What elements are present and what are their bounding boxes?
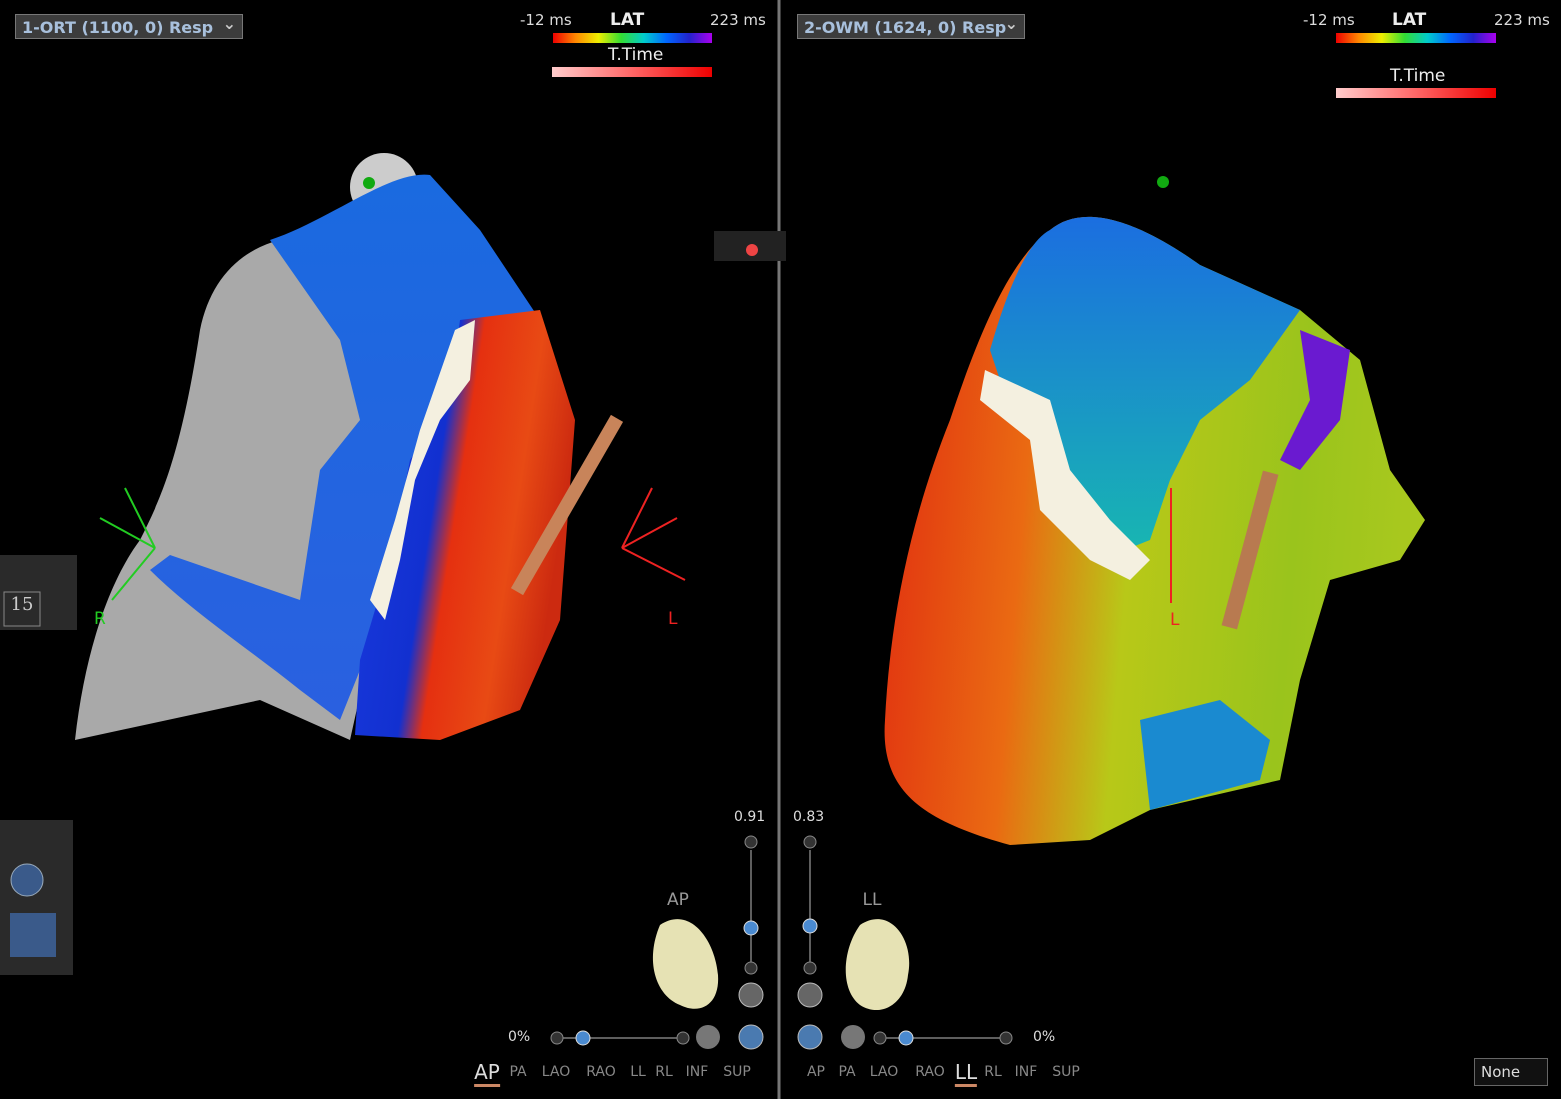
tool-button[interactable]	[10, 913, 56, 957]
lat-max: 223 ms	[710, 11, 766, 29]
counter-box	[3, 591, 41, 627]
view-button[interactable]: LL	[954, 1060, 978, 1087]
zoom-slider[interactable]	[743, 835, 818, 975]
view-label: AP	[667, 890, 689, 910]
view-button[interactable]: RL	[655, 1064, 673, 1080]
zoom-value: 0.91	[734, 809, 766, 825]
left-map	[75, 153, 686, 740]
ttime-label: T.Time	[608, 45, 664, 65]
orientation-label: R	[94, 609, 106, 629]
view-button[interactable]: INF	[685, 1064, 709, 1080]
view-button[interactable]: RL	[984, 1064, 1002, 1080]
map-icon	[746, 244, 758, 256]
view-button[interactable]: LAO	[541, 1064, 571, 1080]
view-button[interactable]: SUP	[723, 1064, 751, 1080]
view-button[interactable]: RAO	[586, 1064, 616, 1080]
counter: 15	[10, 594, 34, 615]
view-button[interactable]: INF	[1014, 1064, 1038, 1080]
orientation-heart	[845, 919, 910, 1011]
view-button[interactable]: AP	[806, 1064, 826, 1080]
round-buttons[interactable]	[696, 982, 865, 1050]
opacity-value: 0%	[1033, 1029, 1056, 1045]
view-button[interactable]: SUP	[1052, 1064, 1080, 1080]
view-button[interactable]: LL	[630, 1064, 646, 1080]
lat-max: 223 ms	[1494, 11, 1550, 29]
ttime-label: T.Time	[1390, 66, 1446, 86]
lat-title: LAT	[610, 10, 645, 30]
opacity-value: 0%	[508, 1029, 531, 1045]
ttime-bar	[1336, 88, 1496, 98]
orientation-heart	[652, 919, 719, 1009]
lat-title: LAT	[1392, 10, 1427, 30]
bottom-select[interactable]: None	[1474, 1058, 1548, 1086]
view-button[interactable]: AP	[474, 1060, 500, 1087]
ttime-bar	[552, 67, 712, 77]
lat-min: -12 ms	[1303, 11, 1355, 29]
lat-min: -12 ms	[520, 11, 572, 29]
orientation-label: L	[668, 609, 678, 629]
map-dropdown[interactable]: 2-OWM (1624, 0) Resp	[797, 11, 1025, 39]
right-map	[884, 176, 1425, 846]
lat-bar	[1336, 33, 1496, 43]
map-dropdown[interactable]: 1-ORT (1100, 0) Resp	[15, 11, 243, 39]
view-button[interactable]: PA	[838, 1064, 856, 1080]
opacity-slider[interactable]	[550, 1030, 1013, 1046]
tool-button[interactable]	[10, 863, 44, 897]
view-button[interactable]: PA	[509, 1064, 527, 1080]
view-button[interactable]: LAO	[869, 1064, 899, 1080]
view-button[interactable]: RAO	[915, 1064, 945, 1080]
view-label: LL	[862, 890, 882, 910]
zoom-value: 0.83	[793, 809, 825, 825]
lat-bar	[553, 33, 712, 43]
orientation-label: L	[1170, 610, 1180, 630]
